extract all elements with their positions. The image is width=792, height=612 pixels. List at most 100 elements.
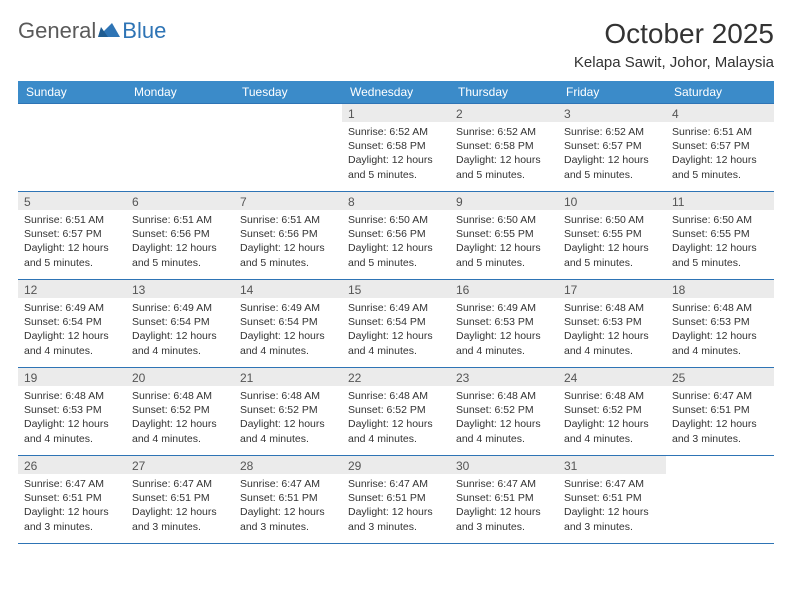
day-cell: 28Sunrise: 6:47 AMSunset: 6:51 PMDayligh… (234, 456, 342, 544)
day-number: 7 (234, 192, 342, 210)
day-number: 5 (18, 192, 126, 210)
day-number: 2 (450, 104, 558, 122)
day-info: Sunrise: 6:47 AMSunset: 6:51 PMDaylight:… (666, 386, 774, 448)
day-info: Sunrise: 6:48 AMSunset: 6:52 PMDaylight:… (558, 386, 666, 448)
day-info: Sunrise: 6:49 AMSunset: 6:53 PMDaylight:… (450, 298, 558, 360)
day-number: 19 (18, 368, 126, 386)
day-info: Sunrise: 6:47 AMSunset: 6:51 PMDaylight:… (342, 474, 450, 536)
day-info: Sunrise: 6:51 AMSunset: 6:57 PMDaylight:… (666, 122, 774, 184)
day-cell: 9Sunrise: 6:50 AMSunset: 6:55 PMDaylight… (450, 192, 558, 280)
calendar-table: SundayMondayTuesdayWednesdayThursdayFrid… (18, 81, 774, 544)
day-number (18, 104, 126, 122)
day-number: 21 (234, 368, 342, 386)
day-number: 22 (342, 368, 450, 386)
day-cell (126, 104, 234, 192)
day-number: 11 (666, 192, 774, 210)
day-number: 18 (666, 280, 774, 298)
week-row: 26Sunrise: 6:47 AMSunset: 6:51 PMDayligh… (18, 456, 774, 544)
day-info: Sunrise: 6:48 AMSunset: 6:52 PMDaylight:… (126, 386, 234, 448)
weekday-header: Wednesday (342, 81, 450, 104)
day-number: 12 (18, 280, 126, 298)
weekday-header: Tuesday (234, 81, 342, 104)
day-info: Sunrise: 6:49 AMSunset: 6:54 PMDaylight:… (234, 298, 342, 360)
day-cell: 23Sunrise: 6:48 AMSunset: 6:52 PMDayligh… (450, 368, 558, 456)
day-number: 30 (450, 456, 558, 474)
day-cell: 11Sunrise: 6:50 AMSunset: 6:55 PMDayligh… (666, 192, 774, 280)
title-block: October 2025 Kelapa Sawit, Johor, Malays… (574, 18, 774, 71)
day-number: 23 (450, 368, 558, 386)
day-info: Sunrise: 6:49 AMSunset: 6:54 PMDaylight:… (342, 298, 450, 360)
day-cell: 7Sunrise: 6:51 AMSunset: 6:56 PMDaylight… (234, 192, 342, 280)
calendar-body: 1Sunrise: 6:52 AMSunset: 6:58 PMDaylight… (18, 104, 774, 544)
day-info: Sunrise: 6:49 AMSunset: 6:54 PMDaylight:… (18, 298, 126, 360)
day-cell: 24Sunrise: 6:48 AMSunset: 6:52 PMDayligh… (558, 368, 666, 456)
day-info: Sunrise: 6:47 AMSunset: 6:51 PMDaylight:… (558, 474, 666, 536)
day-info: Sunrise: 6:48 AMSunset: 6:52 PMDaylight:… (342, 386, 450, 448)
day-info: Sunrise: 6:52 AMSunset: 6:58 PMDaylight:… (342, 122, 450, 184)
day-info: Sunrise: 6:50 AMSunset: 6:55 PMDaylight:… (450, 210, 558, 272)
day-cell: 5Sunrise: 6:51 AMSunset: 6:57 PMDaylight… (18, 192, 126, 280)
day-info: Sunrise: 6:52 AMSunset: 6:57 PMDaylight:… (558, 122, 666, 184)
weekday-header-row: SundayMondayTuesdayWednesdayThursdayFrid… (18, 81, 774, 104)
day-number: 9 (450, 192, 558, 210)
day-cell: 27Sunrise: 6:47 AMSunset: 6:51 PMDayligh… (126, 456, 234, 544)
week-row: 19Sunrise: 6:48 AMSunset: 6:53 PMDayligh… (18, 368, 774, 456)
week-row: 5Sunrise: 6:51 AMSunset: 6:57 PMDaylight… (18, 192, 774, 280)
day-number: 4 (666, 104, 774, 122)
day-cell: 29Sunrise: 6:47 AMSunset: 6:51 PMDayligh… (342, 456, 450, 544)
day-cell: 22Sunrise: 6:48 AMSunset: 6:52 PMDayligh… (342, 368, 450, 456)
day-number: 27 (126, 456, 234, 474)
day-info: Sunrise: 6:50 AMSunset: 6:55 PMDaylight:… (666, 210, 774, 272)
logo-shape-icon (98, 21, 120, 42)
weekday-header: Monday (126, 81, 234, 104)
day-number: 24 (558, 368, 666, 386)
day-number: 13 (126, 280, 234, 298)
weekday-header: Sunday (18, 81, 126, 104)
day-cell: 3Sunrise: 6:52 AMSunset: 6:57 PMDaylight… (558, 104, 666, 192)
day-number: 20 (126, 368, 234, 386)
day-number: 16 (450, 280, 558, 298)
day-info: Sunrise: 6:47 AMSunset: 6:51 PMDaylight:… (126, 474, 234, 536)
day-cell: 30Sunrise: 6:47 AMSunset: 6:51 PMDayligh… (450, 456, 558, 544)
day-number (234, 104, 342, 122)
logo-text-blue: Blue (122, 18, 166, 44)
day-number: 10 (558, 192, 666, 210)
day-cell: 1Sunrise: 6:52 AMSunset: 6:58 PMDaylight… (342, 104, 450, 192)
logo-text-general: General (18, 18, 96, 44)
weekday-header: Friday (558, 81, 666, 104)
day-info: Sunrise: 6:51 AMSunset: 6:57 PMDaylight:… (18, 210, 126, 272)
day-cell: 13Sunrise: 6:49 AMSunset: 6:54 PMDayligh… (126, 280, 234, 368)
day-cell: 17Sunrise: 6:48 AMSunset: 6:53 PMDayligh… (558, 280, 666, 368)
day-cell: 21Sunrise: 6:48 AMSunset: 6:52 PMDayligh… (234, 368, 342, 456)
day-info: Sunrise: 6:50 AMSunset: 6:56 PMDaylight:… (342, 210, 450, 272)
day-info: Sunrise: 6:47 AMSunset: 6:51 PMDaylight:… (450, 474, 558, 536)
day-info: Sunrise: 6:51 AMSunset: 6:56 PMDaylight:… (126, 210, 234, 272)
day-info: Sunrise: 6:48 AMSunset: 6:52 PMDaylight:… (450, 386, 558, 448)
day-cell: 6Sunrise: 6:51 AMSunset: 6:56 PMDaylight… (126, 192, 234, 280)
day-cell: 19Sunrise: 6:48 AMSunset: 6:53 PMDayligh… (18, 368, 126, 456)
day-cell: 25Sunrise: 6:47 AMSunset: 6:51 PMDayligh… (666, 368, 774, 456)
day-number (126, 104, 234, 122)
day-info: Sunrise: 6:47 AMSunset: 6:51 PMDaylight:… (234, 474, 342, 536)
day-info: Sunrise: 6:51 AMSunset: 6:56 PMDaylight:… (234, 210, 342, 272)
day-cell: 2Sunrise: 6:52 AMSunset: 6:58 PMDaylight… (450, 104, 558, 192)
weekday-header: Thursday (450, 81, 558, 104)
day-cell: 10Sunrise: 6:50 AMSunset: 6:55 PMDayligh… (558, 192, 666, 280)
day-cell: 31Sunrise: 6:47 AMSunset: 6:51 PMDayligh… (558, 456, 666, 544)
weekday-header: Saturday (666, 81, 774, 104)
day-number: 14 (234, 280, 342, 298)
day-info: Sunrise: 6:48 AMSunset: 6:52 PMDaylight:… (234, 386, 342, 448)
day-info: Sunrise: 6:50 AMSunset: 6:55 PMDaylight:… (558, 210, 666, 272)
logo: General Blue (18, 18, 166, 44)
day-number: 15 (342, 280, 450, 298)
day-number: 26 (18, 456, 126, 474)
day-info: Sunrise: 6:52 AMSunset: 6:58 PMDaylight:… (450, 122, 558, 184)
month-title: October 2025 (574, 18, 774, 50)
day-cell (666, 456, 774, 544)
day-number: 17 (558, 280, 666, 298)
day-number: 8 (342, 192, 450, 210)
location-text: Kelapa Sawit, Johor, Malaysia (574, 54, 774, 71)
day-cell: 20Sunrise: 6:48 AMSunset: 6:52 PMDayligh… (126, 368, 234, 456)
day-cell: 8Sunrise: 6:50 AMSunset: 6:56 PMDaylight… (342, 192, 450, 280)
day-cell (18, 104, 126, 192)
